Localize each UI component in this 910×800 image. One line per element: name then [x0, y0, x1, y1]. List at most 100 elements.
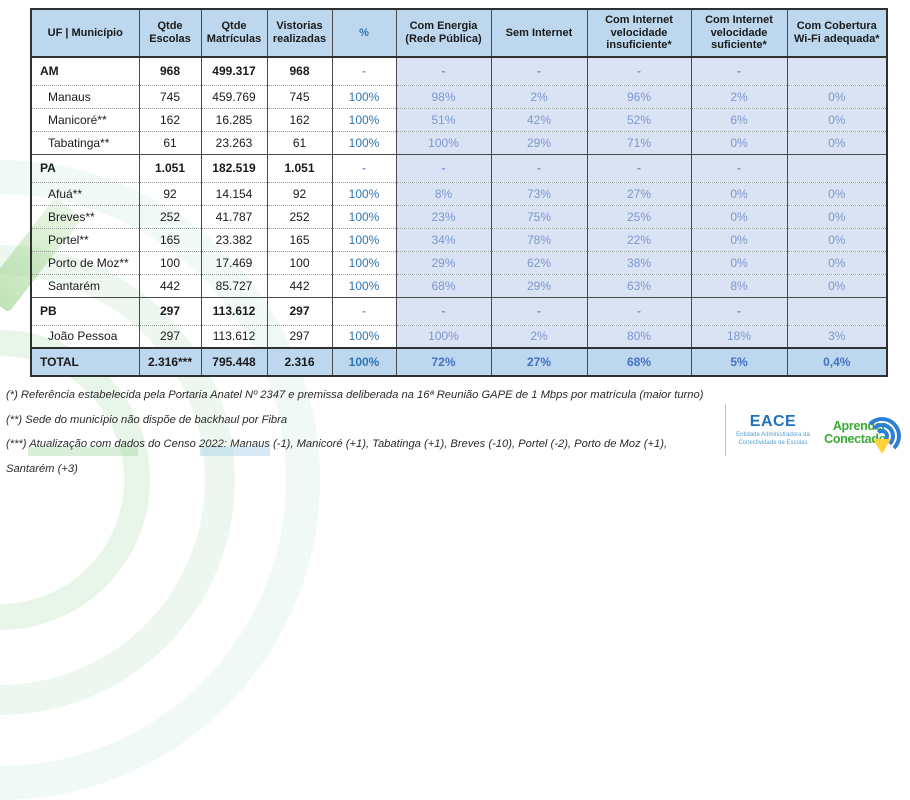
cell-value: 27% — [490, 347, 587, 376]
cell-value: 459.769 — [200, 84, 267, 108]
cell-value: 795.448 — [200, 347, 267, 376]
column-header: Qtde Matrículas — [200, 9, 267, 58]
cell-value: 0% — [690, 204, 787, 228]
table-row: TOTAL 2.316*** 795.448 2.316 100% 72% 27% 68% 5%… — [30, 347, 887, 376]
row-label: Afuá** — [30, 181, 139, 205]
wifi-arc-inner-icon — [875, 429, 889, 443]
cell-value: 3% — [786, 324, 887, 348]
cell-value: 29% — [395, 250, 491, 274]
cell-value: 0% — [786, 84, 887, 108]
eace-logo-name: EACE — [749, 413, 797, 430]
cell-value: 297 — [138, 324, 201, 348]
table-row: PB 297 113.612 297- - - - - — [30, 296, 887, 325]
eace-subtitle-line1: Entidade Administradora da — [736, 432, 810, 438]
column-header: Qtde Escolas — [138, 9, 201, 58]
cell-value: 78% — [490, 227, 587, 251]
cell-value: 165 — [266, 227, 332, 251]
watermark-strip-blue — [200, 447, 270, 456]
cell-value: 51% — [395, 107, 491, 131]
cell-value: 72% — [395, 347, 491, 376]
cell-value: 252 — [266, 204, 332, 228]
column-header: % — [331, 9, 396, 58]
cell-value: 0% — [786, 227, 887, 251]
footer-divider — [725, 404, 726, 456]
cell-value: 0% — [786, 273, 887, 297]
eace-subtitle-line2: Conectividade de Escolas — [738, 439, 808, 446]
cell-value: 0% — [690, 250, 787, 274]
watermark-strip-green — [28, 447, 138, 456]
cell-value: 182.519 — [200, 153, 267, 182]
row-label: Manicoré** — [30, 107, 139, 131]
cell-value: 23% — [395, 204, 491, 228]
cell-value: 113.612 — [200, 324, 267, 348]
cell-value: 442 — [138, 273, 201, 297]
cell-value: - — [690, 56, 787, 85]
cell-value: 29% — [490, 273, 587, 297]
eace-logo-subtitle: Entidade Administradora da Conectividade… — [733, 432, 813, 447]
cell-value: - — [690, 153, 787, 182]
row-label: Porto de Moz** — [30, 250, 139, 274]
cell-value: - — [331, 296, 396, 325]
footnote-2: (**) Sede do município não dispõe de bac… — [6, 413, 288, 426]
cell-value: - — [490, 296, 587, 325]
cell-value: 17.469 — [200, 250, 267, 274]
cell-value: 0% — [786, 204, 887, 228]
cell-value: - — [395, 296, 491, 325]
cell-value: 0% — [690, 181, 787, 205]
cell-value: 8% — [690, 273, 787, 297]
cell-value: 75% — [490, 204, 587, 228]
cell-value: 297 — [266, 324, 332, 348]
row-label: Manaus — [30, 84, 139, 108]
cell-value: 100% — [331, 273, 396, 297]
cell-value: 68% — [586, 347, 691, 376]
cell-value: 968 — [138, 56, 201, 85]
cell-value: 71% — [586, 130, 691, 154]
cell-value: 25% — [586, 204, 691, 228]
wifi-icon — [863, 408, 908, 456]
cell-value: 62% — [490, 250, 587, 274]
cell-value: 61 — [138, 130, 201, 154]
table-row: Afuá** 92 14.154 92 100% 8% 73% 27% 0% 0% — [30, 181, 887, 205]
cell-value: 162 — [138, 107, 201, 131]
cell-value: 0,4% — [786, 347, 887, 376]
cell-value: 100% — [331, 84, 396, 108]
cell-value: 98% — [395, 84, 491, 108]
column-header: Com Internet velocidade suficiente* — [690, 9, 787, 58]
column-header: UF | Município — [30, 9, 139, 58]
connectivity-table-wrapper: UF | Município Qtde Escolas Qtde Matrícula… — [30, 8, 888, 377]
table-row: AM 968 499.317 968- - - - - — [30, 56, 887, 85]
cell-value: 968 — [266, 56, 332, 85]
cell-value: 100 — [138, 250, 201, 274]
cell-value: 22% — [586, 227, 691, 251]
table-row: Tabatinga** 61 23.263 61 100% 100% 29% 71% 0% 0% — [30, 130, 887, 154]
column-header: Sem Internet — [490, 9, 587, 58]
table-row: João Pessoa 297 113.612 297 100% 100% 2% 80% 18%… — [30, 324, 887, 348]
cell-value: 100 — [266, 250, 332, 274]
column-header: Com Cobertura Wi-Fi adequada* — [786, 9, 887, 58]
cell-value: 0% — [786, 181, 887, 205]
cell-value: 100% — [331, 324, 396, 348]
cell-value: - — [331, 153, 396, 182]
cell-value: 85.727 — [200, 273, 267, 297]
cell-value — [786, 56, 887, 85]
cell-value: - — [395, 56, 491, 85]
cell-value — [786, 153, 887, 182]
cell-value: 0% — [690, 130, 787, 154]
cell-value: 92 — [138, 181, 201, 205]
cell-value: 2.316 — [266, 347, 332, 376]
header-row: UF | Município Qtde Escolas Qtde Matrícula… — [30, 9, 887, 58]
table-row: Manaus 745 459.769 745 100% 98% 2% 96% 2% 0% — [30, 84, 887, 108]
row-label: João Pessoa — [30, 324, 139, 348]
cell-value: 16.285 — [200, 107, 267, 131]
cell-value: 2.316*** — [138, 347, 201, 376]
cell-value: 0% — [786, 250, 887, 274]
table-row: Manicoré** 162 16.285 162 100% 51% 42% 52% 6% 0% — [30, 107, 887, 131]
cell-value: 113.612 — [200, 296, 267, 325]
cell-value: 29% — [490, 130, 587, 154]
cell-value: - — [586, 296, 691, 325]
table-row: Portel** 165 23.382 165 100% 34% 78% 22% 0% 0% — [30, 227, 887, 251]
cell-value: 100% — [395, 324, 491, 348]
table-head: UF | Município Qtde Escolas Qtde Matrícula… — [30, 9, 887, 58]
cell-value: 6% — [690, 107, 787, 131]
eace-logo: EACE Entidade Administradora da Conectiv… — [733, 414, 813, 447]
